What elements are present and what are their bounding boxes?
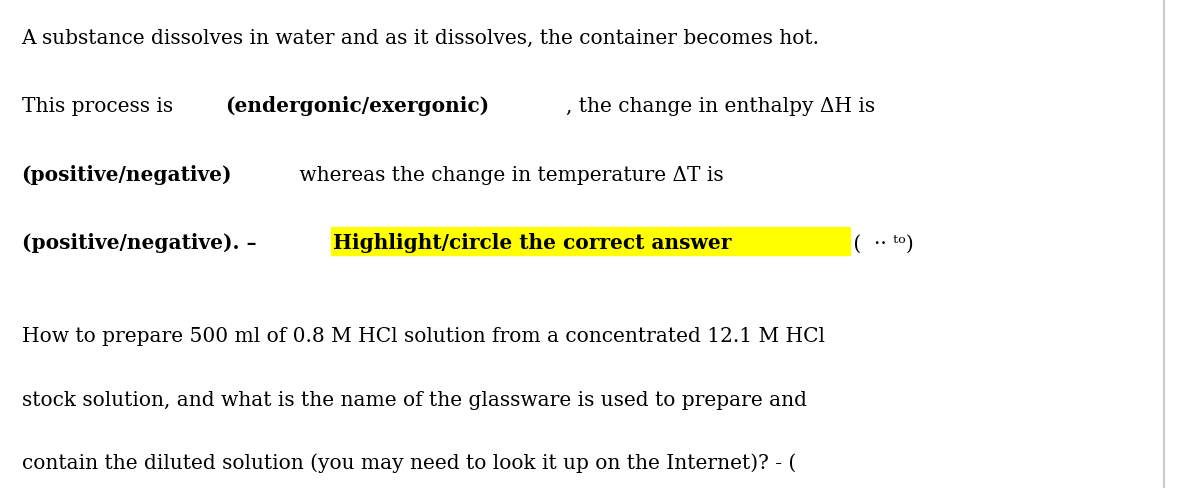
Text: (endergonic/exergonic): (endergonic/exergonic) — [224, 96, 488, 116]
Text: Highlight/circle the correct answer: Highlight/circle the correct answer — [334, 233, 732, 253]
Text: (positive/negative). –: (positive/negative). – — [22, 233, 263, 253]
Text: (positive/negative): (positive/negative) — [22, 164, 232, 184]
Text: contain the diluted solution (you may need to look it up on the Internet)? - (: contain the diluted solution (you may ne… — [22, 453, 796, 472]
Text: whereas the change in temperature ΔT is: whereas the change in temperature ΔT is — [293, 165, 724, 184]
Text: A substance dissolves in water and as it dissolves, the container becomes hot.: A substance dissolves in water and as it… — [22, 29, 820, 48]
Text: stock solution, and what is the name of the glassware is used to prepare and: stock solution, and what is the name of … — [22, 390, 806, 409]
Text: , the change in enthalpy ΔH is: , the change in enthalpy ΔH is — [565, 97, 875, 116]
Text: (  ·· ᵗᵒ): ( ·· ᵗᵒ) — [847, 234, 914, 253]
Text: How to prepare 500 ml of 0.8 M HCl solution from a concentrated 12.1 M HCl: How to prepare 500 ml of 0.8 M HCl solut… — [22, 326, 824, 346]
Text: This process is: This process is — [22, 97, 179, 116]
FancyBboxPatch shape — [331, 227, 850, 255]
